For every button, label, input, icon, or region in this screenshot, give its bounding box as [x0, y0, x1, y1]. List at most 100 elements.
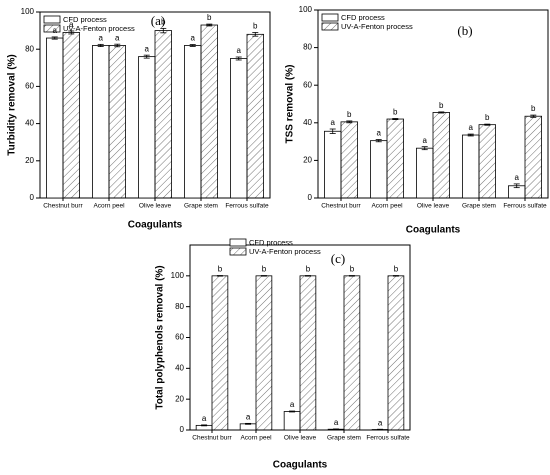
error-bar [530, 114, 537, 118]
significance-letter: b [207, 13, 212, 22]
bar [62, 32, 80, 199]
x-axis-title: Coagulants [406, 225, 461, 236]
panel-label: (a) [151, 13, 165, 28]
error-bar [114, 43, 121, 48]
error-bar [289, 410, 296, 413]
panel-label: (c) [331, 251, 345, 266]
bar [92, 45, 110, 199]
error-bar [438, 111, 445, 114]
bar [416, 147, 434, 199]
error-bar [201, 424, 208, 427]
x-tick-label: Chestnut burr [321, 203, 361, 210]
error-bar [513, 183, 520, 189]
significance-letter: b [439, 101, 444, 110]
bar [255, 275, 273, 431]
error-bar [160, 27, 167, 34]
legend-label: CFD process [249, 238, 293, 247]
x-tick-label: Grape stem [184, 203, 218, 210]
error-bar [392, 275, 399, 277]
y-tick-label: 40 [175, 363, 184, 372]
significance-letter: a [246, 412, 251, 421]
significance-letter: a [376, 129, 381, 138]
bar [432, 112, 450, 199]
bar [283, 411, 301, 431]
error-bar [68, 30, 75, 35]
significance-letter: b [485, 113, 490, 122]
bar [108, 45, 126, 199]
y-tick-label: 100 [171, 271, 185, 280]
bar [184, 45, 202, 199]
error-bar [235, 56, 242, 61]
error-bar [484, 123, 491, 126]
error-bar [51, 36, 58, 40]
x-axis-title: Coagulants [273, 460, 328, 471]
bar [343, 275, 361, 431]
significance-letter: b [218, 265, 223, 274]
y-tick-label: 0 [180, 425, 185, 434]
y-tick-label: 60 [303, 80, 312, 89]
x-tick-label: Acorn peel [371, 203, 403, 210]
panel-label: (b) [457, 23, 472, 38]
bar [370, 140, 388, 199]
bar [524, 115, 542, 199]
significance-letter: b [394, 265, 399, 274]
significance-letter: a [98, 33, 103, 42]
bar [462, 134, 480, 199]
x-tick-label: Chestnut burr [43, 203, 83, 210]
error-bar [189, 44, 196, 47]
significance-letter: a [236, 46, 241, 55]
y-tick-label: 60 [175, 333, 184, 342]
x-tick-label: Grape stem [327, 435, 361, 442]
legend-label: UV-A-Fenton process [249, 247, 321, 256]
significance-letter: a [115, 33, 120, 42]
significance-letter: b [306, 265, 311, 274]
significance-letter: a [422, 136, 427, 145]
y-tick-label: 20 [25, 156, 34, 165]
y-tick-label: 40 [303, 118, 312, 127]
legend-swatch [43, 15, 61, 24]
significance-letter: a [514, 173, 519, 182]
legend-label: CFD process [341, 13, 385, 22]
significance-letter: b [253, 22, 258, 31]
error-bar [97, 43, 104, 47]
y-tick-label: 100 [299, 5, 313, 14]
error-bar [346, 120, 353, 124]
legend-label: CFD process [63, 15, 107, 24]
significance-letter: b [393, 108, 398, 117]
significance-letter: b [161, 17, 166, 26]
significance-letter: a [190, 34, 195, 43]
y-tick-label: 20 [175, 394, 184, 403]
significance-letter: a [202, 414, 207, 423]
legend-swatch [321, 13, 339, 22]
bar [200, 24, 218, 199]
error-bar [467, 133, 474, 137]
x-tick-label: Ferrous sulfate [503, 203, 547, 210]
bar [211, 275, 229, 431]
x-tick-label: Chestnut burr [192, 435, 232, 442]
x-tick-label: Ferrous sulfate [225, 203, 269, 210]
bar [239, 423, 257, 431]
y-tick-label: 80 [175, 302, 184, 311]
significance-letter: b [347, 110, 352, 119]
error-bar [333, 428, 340, 430]
bar [387, 275, 405, 431]
legend-label: UV-A-Fenton process [341, 22, 413, 31]
y-tick-label: 0 [30, 193, 35, 202]
bar [340, 121, 358, 199]
significance-letter: b [531, 104, 536, 113]
bar [386, 118, 404, 199]
x-axis-title: Coagulants [128, 220, 183, 231]
bar [299, 275, 317, 431]
bar [46, 37, 64, 199]
y-tick-label: 80 [303, 43, 312, 52]
x-tick-label: Olive leave [417, 203, 450, 210]
error-bar [252, 32, 259, 37]
y-tick-label: 60 [25, 82, 34, 91]
y-tick-label: 0 [308, 193, 313, 202]
legend-swatch [321, 22, 339, 31]
legend-swatch [229, 238, 247, 247]
error-bar [348, 275, 355, 277]
